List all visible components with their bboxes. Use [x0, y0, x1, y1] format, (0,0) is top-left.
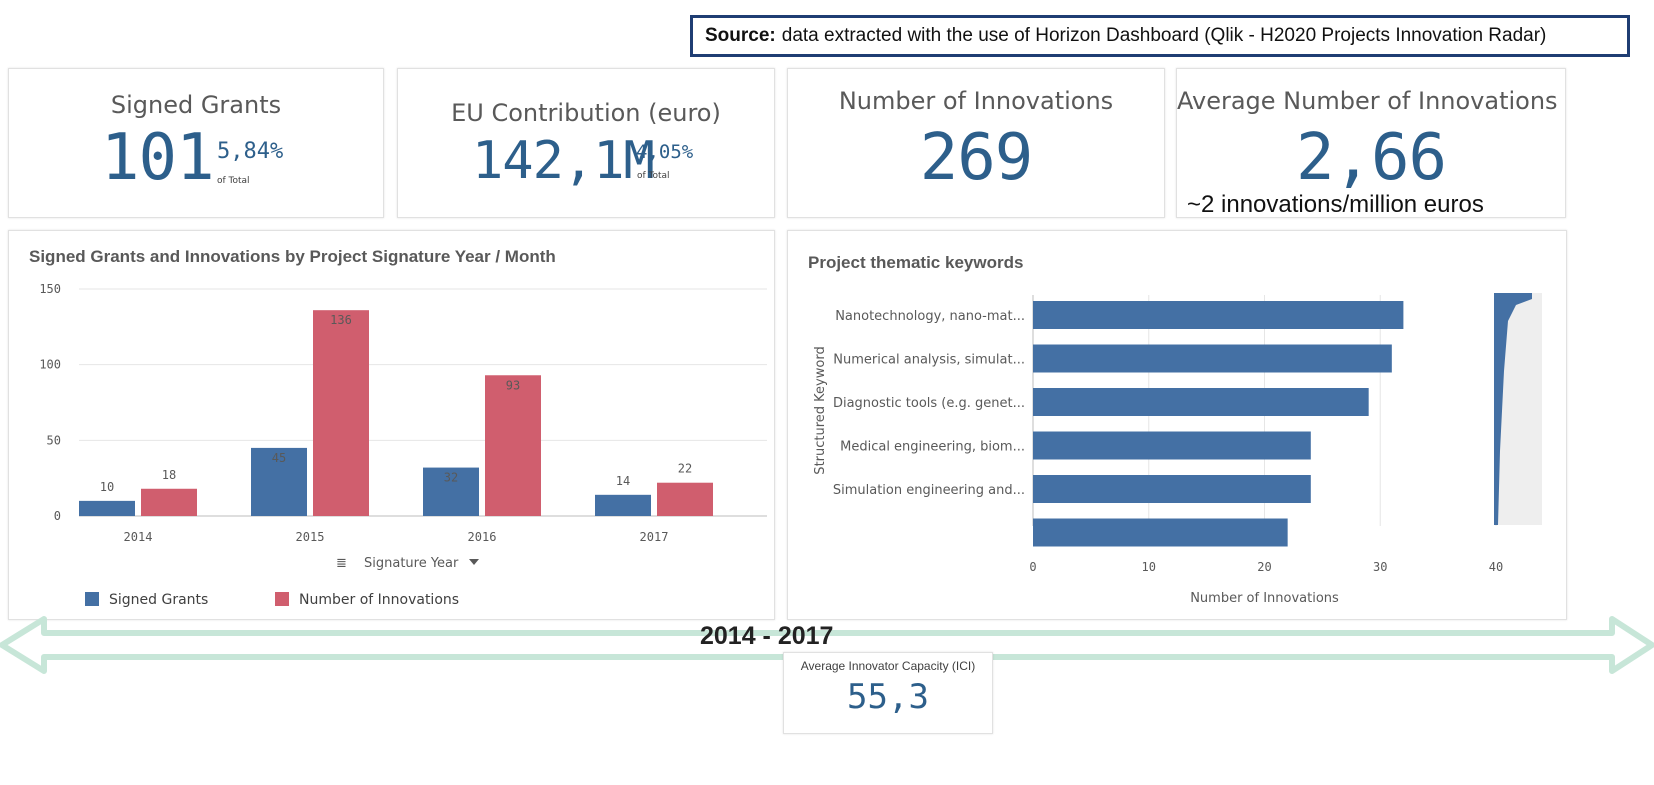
- kpi-value: 2,66: [1295, 121, 1447, 195]
- source-label: Source:: [705, 25, 776, 46]
- period-label: 2014 - 2017: [700, 622, 834, 650]
- period-arrow-shape: [0, 616, 1654, 674]
- bar-keyword: [1033, 431, 1311, 460]
- bar-signed-grants: [423, 467, 479, 516]
- y-axis-title: Structured Keyword: [813, 346, 828, 474]
- y-tick-label: Medical engineering, biom...: [840, 440, 1025, 455]
- kpi-average-innovations[interactable]: Average Number of Innovations ... 2,66 ~…: [1176, 68, 1566, 218]
- thematic-keywords-chart: 0 10 20 30 40 Nanotechnology, nano-mat... Nume…: [813, 293, 1542, 606]
- kpi-number-of-innovations[interactable]: Number of Innovations 269: [787, 68, 1165, 218]
- data-label: 22: [678, 462, 692, 476]
- x-tick-label: 10: [1142, 560, 1156, 574]
- data-label: 136: [330, 313, 352, 327]
- x-tick-label: 2016: [468, 530, 497, 544]
- kpi-percentage: 5,84%: [217, 139, 284, 164]
- legend-label: Number of Innovations: [299, 592, 459, 608]
- kpi-eu-contribution[interactable]: EU Contribution (euro) 142,1M 4,05% of T…: [397, 68, 775, 218]
- grants-innovations-chart: 0 50 100 150 10 18 2014 45 136 2015 32 93 2016 14 22 20…: [39, 282, 767, 608]
- source-text: data extracted with the use of Horizon D…: [781, 25, 1547, 46]
- x-tick-label: 0: [1029, 560, 1036, 574]
- x-tick-label: 2014: [124, 530, 153, 544]
- bar-number-of-innovations: [657, 482, 713, 516]
- bar-signed-grants: [251, 447, 307, 516]
- x-tick-label: 2017: [640, 530, 669, 544]
- x-axis-title: Number of Innovations: [1190, 591, 1339, 606]
- bar-number-of-innovations: [141, 488, 197, 516]
- bar-keyword: [1033, 475, 1311, 503]
- y-tick-label: Numerical analysis, simulat...: [833, 353, 1025, 368]
- y-tick-label: 150: [39, 282, 61, 296]
- y-tick-label: Nanotechnology, nano-mat...: [835, 309, 1025, 324]
- grants-innovations-chart-panel[interactable]: Signed Grants and Innovations by Project…: [8, 230, 775, 620]
- data-label: 14: [616, 474, 630, 488]
- y-tick-label: Simulation engineering and...: [833, 483, 1025, 498]
- minimap-scrollbar: [1494, 293, 1542, 525]
- dropdown-caret-icon: [469, 559, 479, 565]
- legend-swatch: [85, 592, 99, 606]
- y-tick-label: 50: [47, 433, 61, 447]
- data-label: 32: [444, 471, 458, 485]
- kpi-note: ~2 innovations/million euros: [1187, 191, 1484, 218]
- x-axis-label: ≣ Signature Year: [336, 556, 479, 571]
- x-tick-label: 30: [1373, 560, 1387, 574]
- kpi-title: Number of Innovations: [838, 87, 1114, 115]
- chart-title: Project thematic keywords: [808, 253, 1024, 272]
- data-label: 18: [162, 468, 176, 482]
- legend-swatch: [275, 592, 289, 606]
- kpi-signed-grants[interactable]: Signed Grants 101 5,84% of Total: [8, 68, 384, 218]
- kpi-title: Average Number of Innovations ...: [1177, 87, 1565, 115]
- y-tick-label: 100: [39, 358, 61, 372]
- kpi-title: Average Innovator Capacity (ICI): [800, 659, 976, 673]
- kpi-percentage-label: of Total: [217, 176, 250, 186]
- minimap-distribution: [1494, 293, 1532, 525]
- bar-keyword: [1033, 301, 1404, 329]
- data-label: 45: [272, 451, 286, 465]
- kpi-value: 142,1M: [472, 131, 655, 191]
- bar-number-of-innovations: [313, 310, 369, 516]
- kpi-innovator-capacity[interactable]: Average Innovator Capacity (ICI) 55,3: [783, 652, 993, 734]
- kpi-value: 101: [101, 121, 215, 195]
- x-axis-title: Signature Year: [364, 556, 459, 571]
- x-tick-label: 20: [1257, 560, 1271, 574]
- kpi-value: 269: [919, 121, 1034, 195]
- y-tick-label: 0: [54, 509, 61, 523]
- thematic-keywords-chart-panel[interactable]: Project thematic keywords 0 10 20 30 40 Nanot…: [787, 230, 1567, 620]
- x-tick-label: 2015: [296, 530, 325, 544]
- x-tick-label: 40: [1489, 560, 1503, 574]
- y-tick-label: Diagnostic tools (e.g. genet...: [833, 396, 1025, 411]
- bar-number-of-innovations: [485, 375, 541, 516]
- kpi-percentage-label: of Total: [637, 171, 670, 181]
- source-note: Source: data extracted with the use of H…: [690, 15, 1630, 57]
- x-axis-icon: ≣: [336, 556, 347, 571]
- bar-keyword: [1033, 344, 1392, 373]
- bar-signed-grants: [595, 494, 651, 516]
- kpi-title: EU Contribution (euro): [451, 99, 721, 127]
- kpi-title: Signed Grants: [110, 91, 282, 119]
- bar-keyword: [1033, 388, 1369, 416]
- kpi-percentage: 4,05%: [636, 141, 694, 163]
- bar-signed-grants: [79, 500, 135, 516]
- data-label: 93: [506, 378, 520, 392]
- chart-title: Signed Grants and Innovations by Project…: [29, 247, 556, 266]
- period-arrow: [0, 616, 1654, 674]
- kpi-value: 55,3: [847, 677, 929, 717]
- legend-label: Signed Grants: [109, 592, 208, 608]
- bar-keyword: [1033, 518, 1288, 547]
- data-label: 10: [100, 480, 114, 494]
